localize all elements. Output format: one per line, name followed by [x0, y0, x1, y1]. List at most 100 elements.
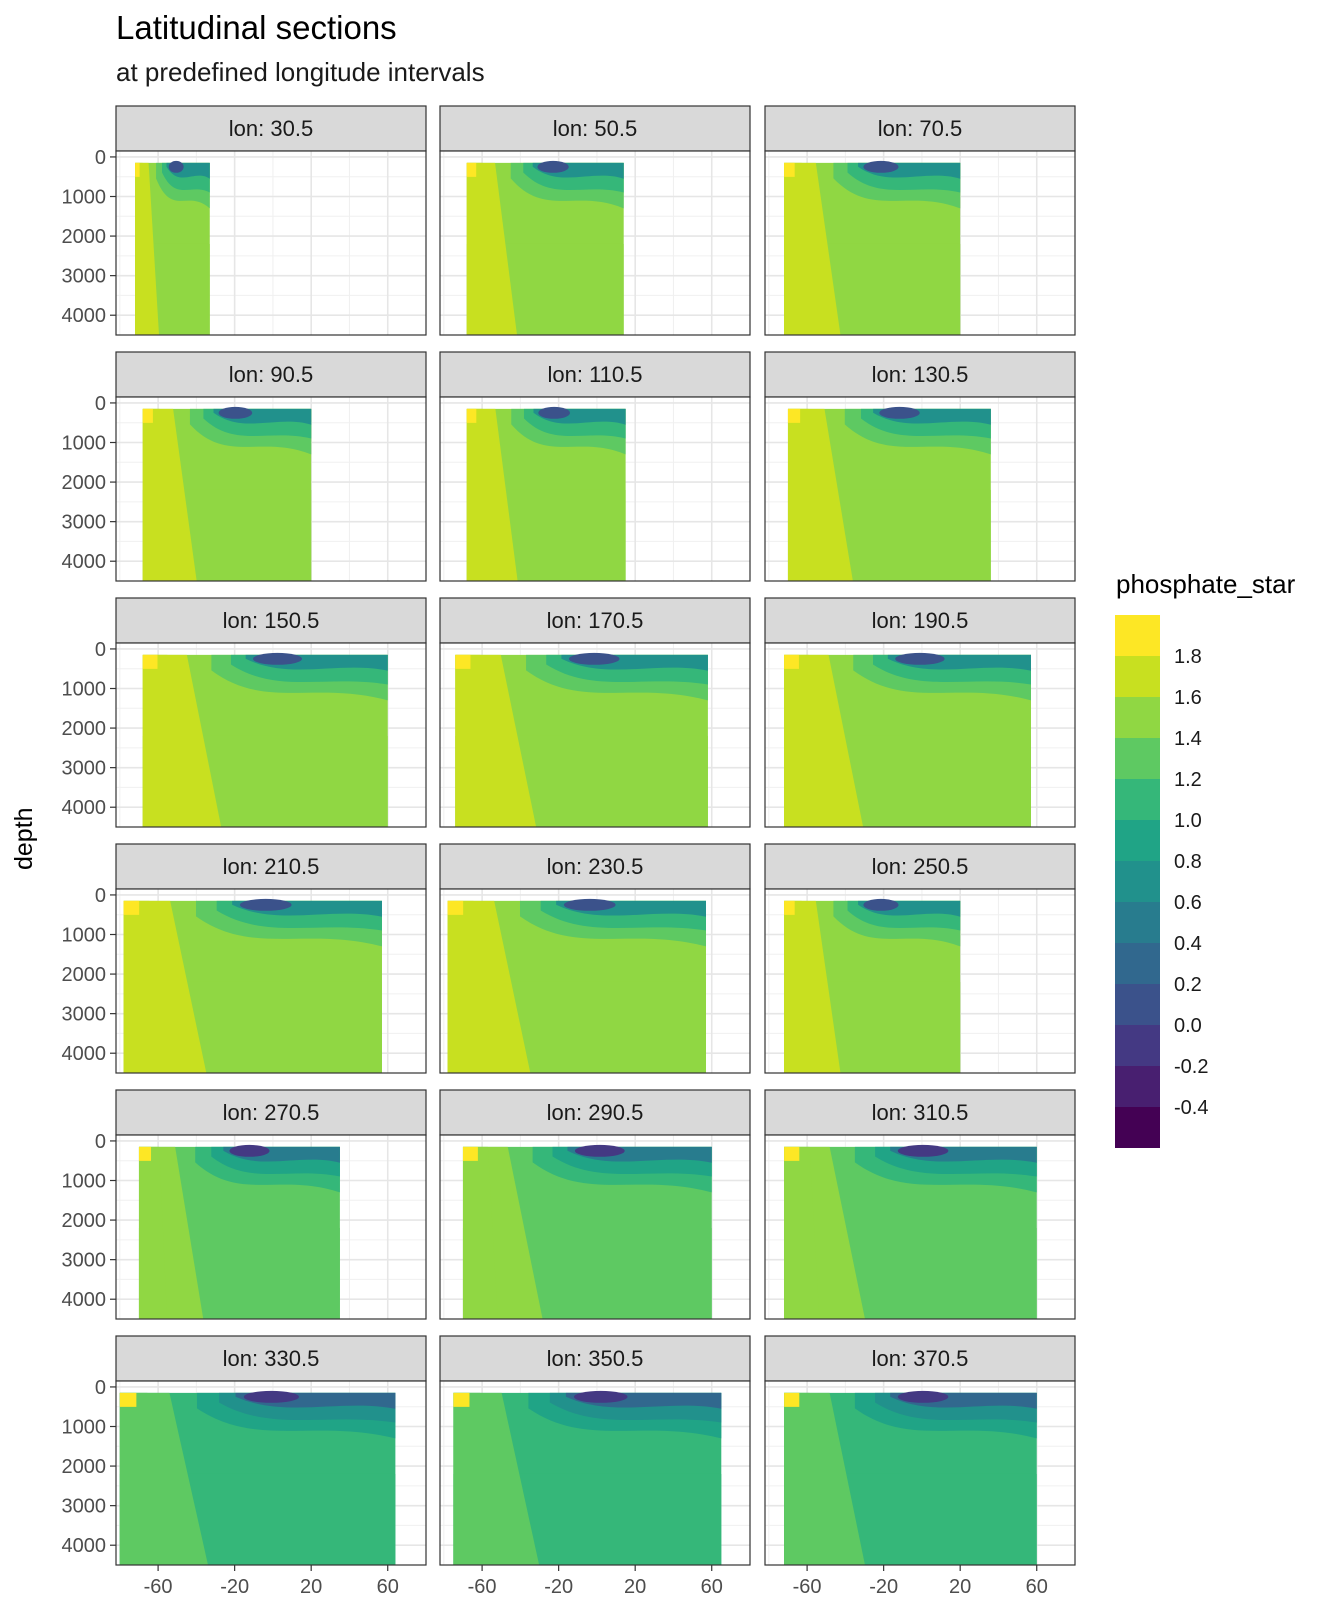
- facet-panel: lon: 210.5 0 1000 2000 3000 4000: [62, 843, 427, 1074]
- y-tick-label: 0: [95, 885, 106, 907]
- surface-maximum: [462, 1146, 478, 1161]
- facet-strip-label: lon: 290.5: [547, 1100, 644, 1125]
- surface-minimum: [574, 1144, 625, 1157]
- edge-layer: [135, 162, 146, 335]
- panel-border: [439, 888, 751, 1074]
- y-tick-label: 3000: [62, 1004, 107, 1026]
- surface-maximum: [784, 654, 799, 669]
- y-tick-label: 2000: [62, 1456, 107, 1478]
- x-tick-label: 60: [1026, 1576, 1048, 1598]
- surface-minimum: [168, 160, 184, 173]
- surface-maximum: [784, 162, 795, 177]
- surface-minimum: [229, 1144, 270, 1157]
- facet-strip-label: lon: 250.5: [872, 854, 969, 879]
- panel-border: [439, 642, 751, 828]
- legend-label: 0.2: [1174, 974, 1202, 996]
- edge-layer: [784, 1146, 820, 1319]
- surface-maximum: [119, 1392, 137, 1407]
- panel-border: [439, 1134, 751, 1320]
- surface-maximum: [135, 162, 140, 177]
- facet-strip: [439, 843, 751, 890]
- facet-strip-label: lon: 50.5: [553, 116, 637, 141]
- legend-swatch: [1115, 615, 1160, 656]
- legend-label: 0.0: [1174, 1015, 1202, 1037]
- panel-border: [115, 1380, 427, 1566]
- legend-swatch: [1115, 1107, 1160, 1148]
- y-tick-label: 2000: [62, 1210, 107, 1232]
- facet-panel: lon: 50.5: [439, 105, 751, 336]
- facet-panel: lon: 190.5: [764, 597, 1076, 828]
- legend-label: -0.4: [1174, 1097, 1208, 1119]
- y-tick-label: 4000: [62, 1043, 107, 1065]
- facet-strip-label: lon: 70.5: [878, 116, 962, 141]
- x-tick-label: -60: [468, 1576, 497, 1598]
- panel-border: [439, 150, 751, 336]
- facet-panel: lon: 90.5 0 1000 2000 3000 4000: [62, 351, 427, 582]
- y-tick-label: 2000: [62, 226, 107, 248]
- x-tick-label: 20: [624, 1576, 646, 1598]
- surface-minimum: [538, 406, 571, 419]
- x-tick-label: -60: [793, 1576, 822, 1598]
- x-tick-label: 20: [949, 1576, 971, 1598]
- facet-panel: lon: 290.5: [439, 1089, 751, 1320]
- facet-strip: [764, 843, 1076, 890]
- legend-swatch: [1115, 1025, 1160, 1066]
- facet-strip-label: lon: 330.5: [223, 1346, 320, 1371]
- x-tick-label: 20: [300, 1576, 322, 1598]
- y-tick-label: 0: [95, 1377, 106, 1399]
- y-tick-label: 0: [95, 639, 106, 661]
- surface-minimum: [863, 160, 899, 173]
- edge-layer: [466, 408, 490, 581]
- y-tick-label: 3000: [62, 1250, 107, 1272]
- edge-layer: [784, 900, 809, 1073]
- legend-label: 1.2: [1174, 769, 1202, 791]
- facet-panel: lon: 350.5 -60 -20 20 60: [439, 1335, 751, 1598]
- legend-label: 0.8: [1174, 851, 1202, 873]
- surface-maximum: [466, 162, 477, 177]
- y-tick-label: 4000: [62, 797, 107, 819]
- x-tick-label: -60: [144, 1576, 173, 1598]
- facet-panel: lon: 250.5: [764, 843, 1076, 1074]
- y-tick-label: 3000: [62, 1496, 107, 1518]
- edge-layer: [142, 408, 167, 581]
- y-tick-label: 3000: [62, 266, 107, 288]
- legend-swatch: [1115, 820, 1160, 861]
- legend-title: phosphate_star: [1116, 569, 1296, 599]
- panel-border: [764, 888, 1076, 1074]
- facet-strip: [764, 597, 1076, 644]
- facet-panel: lon: 330.5 0 1000 2000 3000 4000 -60 -20 20 60: [62, 1335, 427, 1598]
- facet-panel: lon: 130.5: [764, 351, 1076, 582]
- surface-minimum: [895, 652, 945, 665]
- surface-minimum: [239, 898, 292, 911]
- facet-panel: lon: 370.5 -60 -20 20 60: [764, 1335, 1076, 1598]
- legend-swatch: [1115, 738, 1160, 779]
- facet-strip: [115, 1335, 427, 1382]
- legend-swatch: [1115, 861, 1160, 902]
- facet-panel: lon: 30.5 0 1000 2000 3000 4000: [62, 105, 427, 336]
- surface-maximum: [787, 408, 801, 423]
- y-tick-label: 1000: [62, 187, 107, 209]
- y-tick-label: 3000: [62, 758, 107, 780]
- edge-layer: [138, 1146, 168, 1319]
- panel-border: [439, 396, 751, 582]
- y-tick-label: 1000: [62, 433, 107, 455]
- panel-border: [764, 642, 1076, 828]
- panel-border: [115, 150, 427, 336]
- legend-swatch: [1115, 984, 1160, 1025]
- chart-subtitle: at predefined longitude intervals: [116, 57, 485, 87]
- edge-layer: [784, 162, 809, 335]
- facet-strip-label: lon: 190.5: [872, 608, 969, 633]
- y-tick-label: 2000: [62, 718, 107, 740]
- legend-label: 1.4: [1174, 728, 1202, 750]
- panel-border: [764, 150, 1076, 336]
- y-tick-label: 0: [95, 1131, 106, 1153]
- facet-strip: [764, 1335, 1076, 1382]
- legend-label: 0.6: [1174, 892, 1202, 914]
- facet-strip-label: lon: 110.5: [547, 362, 642, 387]
- surface-minimum: [879, 406, 920, 419]
- legend-swatch: [1115, 697, 1160, 738]
- edge-layer: [453, 1392, 491, 1565]
- facet-strip-label: lon: 310.5: [872, 1100, 969, 1125]
- edge-layer: [447, 900, 484, 1073]
